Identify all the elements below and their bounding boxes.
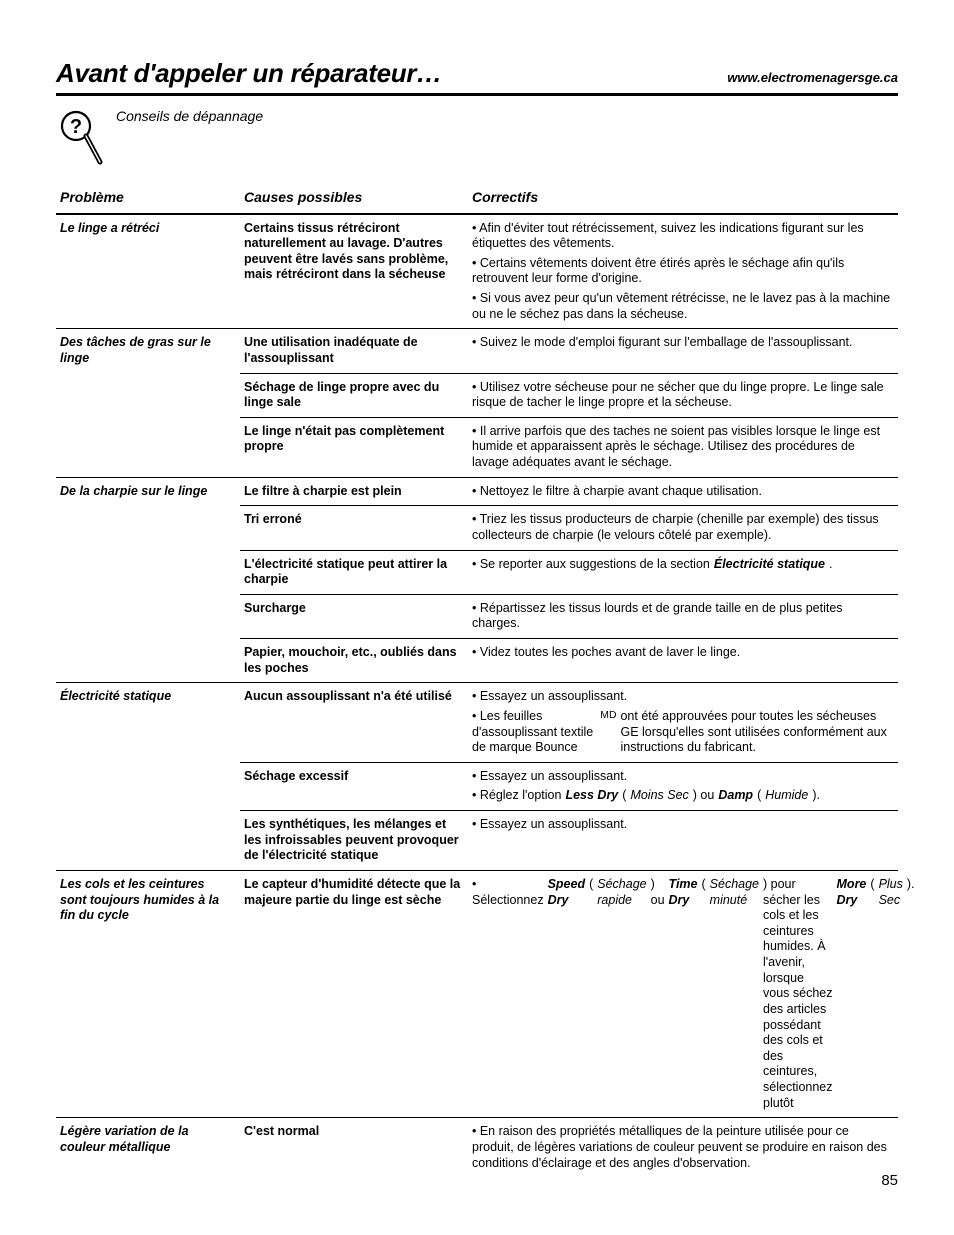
fix-bullet: • Triez les tissus producteurs de charpi…: [472, 512, 892, 543]
problem-cell: Des tâches de gras sur le linge: [56, 329, 240, 373]
problem-cell: De la charpie sur le linge: [56, 477, 240, 506]
table-row: Des tâches de gras sur le lingeUne utili…: [56, 329, 898, 373]
cause-cell: L'électricité statique peut attirer la c…: [240, 550, 468, 594]
table-row: Les synthétiques, les mélanges et les in…: [56, 811, 898, 871]
fix-bullet: • Les feuilles d'assouplissant textile d…: [472, 709, 892, 756]
problem-cell: [56, 417, 240, 477]
fix-cell: • Afin d'éviter tout rétrécissement, sui…: [468, 214, 898, 329]
table-row: Papier, mouchoir, etc., oubliés dans les…: [56, 639, 898, 683]
fix-bullet: • Videz toutes les poches avant de laver…: [472, 645, 892, 661]
table-row: De la charpie sur le lingeLe filtre à ch…: [56, 477, 898, 506]
fix-cell: • Il arrive parfois que des taches ne so…: [468, 417, 898, 477]
fix-bullet: • Si vous avez peur qu'un vêtement rétré…: [472, 291, 892, 322]
cause-cell: Le capteur d'humidité détecte que la maj…: [240, 870, 468, 1117]
problem-cell: [56, 506, 240, 550]
problem-cell: [56, 811, 240, 871]
fix-bullet: • Essayez un assouplissant.: [472, 689, 892, 705]
fix-cell: • Suivez le mode d'emploi figurant sur l…: [468, 329, 898, 373]
cause-cell: Aucun assouplissant n'a été utilisé: [240, 683, 468, 763]
table-row: Électricité statiqueAucun assouplissant …: [56, 683, 898, 763]
fix-bullet: • Sélectionnez Speed Dry (Séchage rapide…: [472, 877, 892, 1111]
page-header: Avant d'appeler un réparateur… www.elect…: [56, 58, 898, 96]
cause-cell: Tri erroné: [240, 506, 468, 550]
cause-cell: C'est normal: [240, 1118, 468, 1177]
table-row: Légère variation de la couleur métalliqu…: [56, 1118, 898, 1177]
problem-cell: [56, 762, 240, 810]
cause-cell: Le linge n'était pas complètement propre: [240, 417, 468, 477]
cause-cell: Papier, mouchoir, etc., oubliés dans les…: [240, 639, 468, 683]
table-row: Surcharge• Répartissez les tissus lourds…: [56, 594, 898, 638]
fix-cell: • Se reporter aux suggestions de la sect…: [468, 550, 898, 594]
fix-bullet: • Suivez le mode d'emploi figurant sur l…: [472, 335, 892, 351]
cause-cell: Le filtre à charpie est plein: [240, 477, 468, 506]
fix-bullet: • Répartissez les tissus lourds et de gr…: [472, 601, 892, 632]
fix-bullet: • Nettoyez le filtre à charpie avant cha…: [472, 484, 892, 500]
problem-cell: Le linge a rétréci: [56, 214, 240, 329]
table-row: L'électricité statique peut attirer la c…: [56, 550, 898, 594]
cause-cell: Une utilisation inadéquate de l'assoupli…: [240, 329, 468, 373]
fix-bullet: • Il arrive parfois que des taches ne so…: [472, 424, 892, 471]
cause-cell: Séchage de linge propre avec du linge sa…: [240, 373, 468, 417]
fix-cell: • Videz toutes les poches avant de laver…: [468, 639, 898, 683]
table-row: Séchage excessif• Essayez un assouplissa…: [56, 762, 898, 810]
cause-cell: Surcharge: [240, 594, 468, 638]
table-row: Le linge n'était pas complètement propre…: [56, 417, 898, 477]
col-fix: Correctifs: [468, 185, 898, 214]
cause-cell: Les synthétiques, les mélanges et les in…: [240, 811, 468, 871]
table-row: Le linge a rétréciCertains tissus rétréc…: [56, 214, 898, 329]
page-number: 85: [881, 1172, 898, 1189]
site-url: www.electromenagersge.ca: [727, 70, 898, 85]
table-row: Les cols et les ceintures sont toujours …: [56, 870, 898, 1117]
problem-cell: Légère variation de la couleur métalliqu…: [56, 1118, 240, 1177]
problem-cell: Les cols et les ceintures sont toujours …: [56, 870, 240, 1117]
fix-cell: • Triez les tissus producteurs de charpi…: [468, 506, 898, 550]
problem-cell: [56, 594, 240, 638]
fix-bullet: • Se reporter aux suggestions de la sect…: [472, 557, 892, 573]
table-row: Tri erroné• Triez les tissus producteurs…: [56, 506, 898, 550]
fix-bullet: • En raison des propriétés métalliques d…: [472, 1124, 892, 1171]
col-cause: Causes possibles: [240, 185, 468, 214]
fix-cell: • Essayez un assouplissant. • Les feuille…: [468, 683, 898, 763]
page-title: Avant d'appeler un réparateur…: [56, 58, 442, 89]
magnifier-question-icon: ?: [56, 106, 104, 171]
svg-text:?: ?: [70, 116, 82, 138]
problem-cell: Électricité statique: [56, 683, 240, 763]
fix-bullet: • Utilisez votre sécheuse pour ne sécher…: [472, 380, 892, 411]
fix-bullet: • Réglez l'option Less Dry (Moins Sec) o…: [472, 788, 892, 804]
fix-cell: • En raison des propriétés métalliques d…: [468, 1118, 898, 1177]
fix-cell: • Utilisez votre sécheuse pour ne sécher…: [468, 373, 898, 417]
cause-cell: Certains tissus rétréciront naturellemen…: [240, 214, 468, 329]
fix-cell: • Essayez un assouplissant.: [468, 811, 898, 871]
fix-cell: • Sélectionnez Speed Dry (Séchage rapide…: [468, 870, 898, 1117]
fix-cell: • Nettoyez le filtre à charpie avant cha…: [468, 477, 898, 506]
fix-cell: • Répartissez les tissus lourds et de gr…: [468, 594, 898, 638]
col-problem: Problème: [56, 185, 240, 214]
fix-bullet: • Essayez un assouplissant.: [472, 817, 892, 833]
fix-cell: • Essayez un assouplissant. • Réglez l'op…: [468, 762, 898, 810]
fix-bullet: • Afin d'éviter tout rétrécissement, sui…: [472, 221, 892, 252]
page-subtitle: Conseils de dépannage: [116, 106, 263, 124]
table-row: Séchage de linge propre avec du linge sa…: [56, 373, 898, 417]
problem-cell: [56, 639, 240, 683]
problem-cell: [56, 373, 240, 417]
problem-cell: [56, 550, 240, 594]
cause-cell: Séchage excessif: [240, 762, 468, 810]
troubleshooting-table: Problème Causes possibles Correctifs Le …: [56, 185, 898, 1177]
table-header-row: Problème Causes possibles Correctifs: [56, 185, 898, 214]
subtitle-row: ? Conseils de dépannage: [56, 106, 898, 171]
fix-bullet: • Certains vêtements doivent être étirés…: [472, 256, 892, 287]
fix-bullet: • Essayez un assouplissant.: [472, 769, 892, 785]
